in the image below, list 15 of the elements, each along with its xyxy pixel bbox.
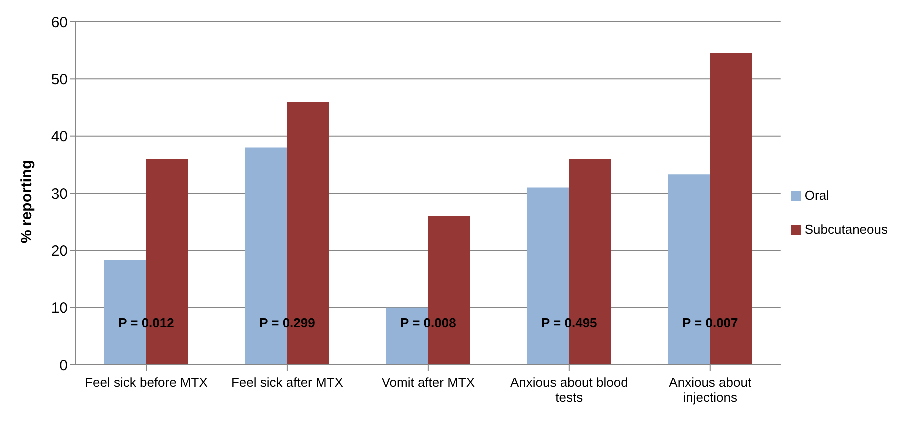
x-tick-label: Anxious about injections (669, 375, 752, 405)
y-tick-label: 60 (51, 14, 68, 32)
legend-label: Subcutaneous (804, 222, 888, 236)
x-tick-label: Feel sick after MTX (231, 375, 344, 390)
y-tick-label: 20 (51, 242, 68, 260)
y-axis-title: % reporting (18, 160, 36, 244)
x-tick-label: Vomit after MTX (382, 375, 476, 390)
x-tick-label: Anxious about blood tests (510, 375, 628, 405)
y-tick-label: 50 (51, 71, 68, 88)
legend-label: Oral (804, 188, 830, 202)
y-tick-label: 40 (51, 128, 68, 146)
y-tick-label: 30 (51, 186, 68, 203)
x-tick-label: Feel sick before MTX (85, 375, 208, 390)
y-tick-label: 10 (51, 300, 68, 318)
y-tick-label: 0 (60, 357, 68, 374)
